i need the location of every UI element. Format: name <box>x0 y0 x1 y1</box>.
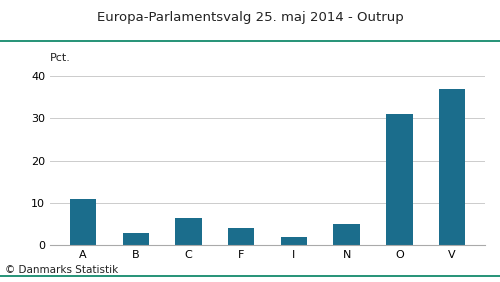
Bar <box>70 199 96 245</box>
Bar <box>439 89 465 245</box>
Text: Europa-Parlamentsvalg 25. maj 2014 - Outrup: Europa-Parlamentsvalg 25. maj 2014 - Out… <box>96 11 404 24</box>
Text: Pct.: Pct. <box>50 53 71 63</box>
Bar <box>334 224 360 245</box>
Bar <box>386 114 412 245</box>
Bar <box>122 233 149 245</box>
Text: © Danmarks Statistik: © Danmarks Statistik <box>5 265 118 275</box>
Bar <box>280 237 307 245</box>
Bar <box>175 218 202 245</box>
Bar <box>228 228 254 245</box>
